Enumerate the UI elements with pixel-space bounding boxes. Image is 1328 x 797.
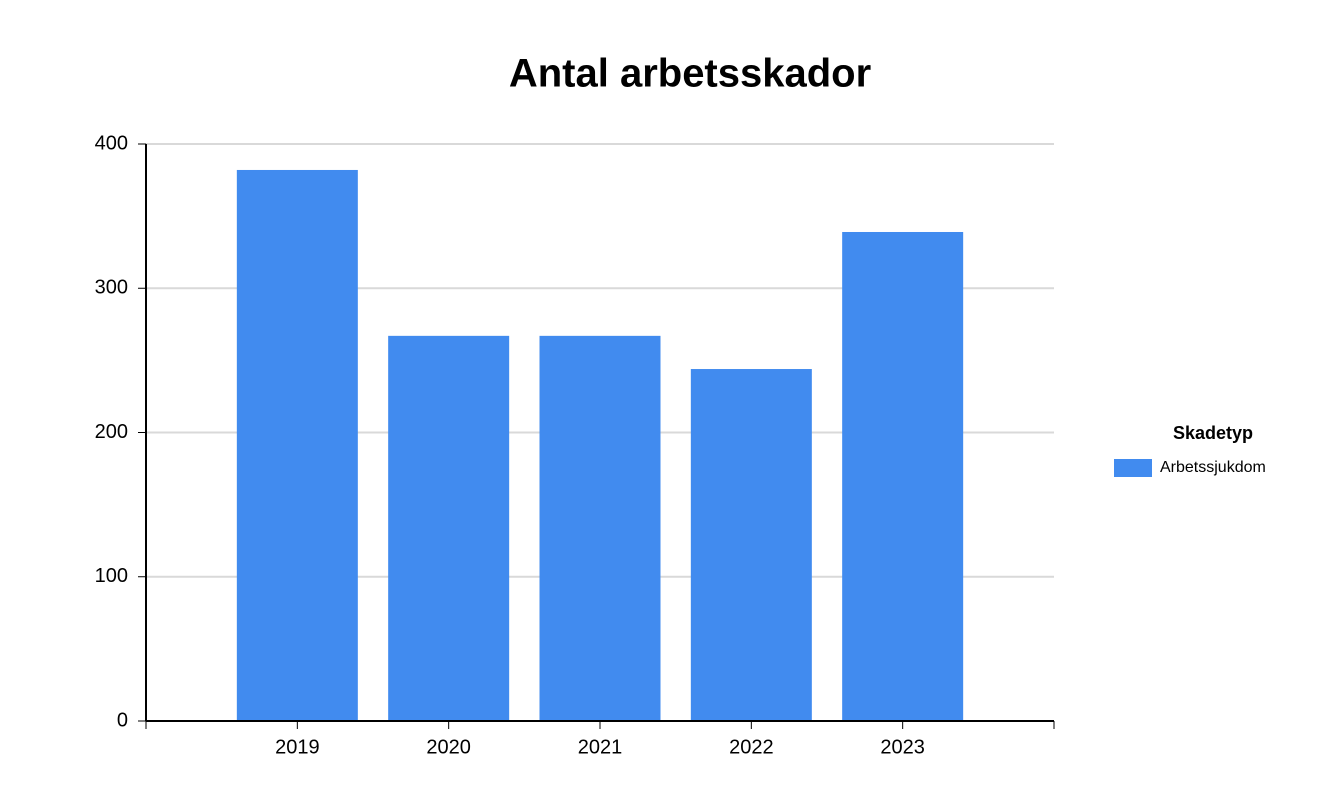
y-tick-label: 100 (95, 565, 128, 587)
y-tick-label: 0 (117, 709, 128, 731)
bar (842, 231, 964, 721)
x-tick-label: 2021 (578, 736, 623, 758)
x-tick-label: 2020 (426, 736, 471, 758)
bar (388, 335, 510, 721)
bar (690, 369, 812, 721)
x-tick-label: 2019 (275, 736, 320, 758)
y-tick-label: 400 (95, 132, 128, 154)
y-tick-label: 200 (95, 421, 128, 443)
legend-title: Skadetyp (1173, 423, 1253, 443)
bar (539, 335, 661, 721)
legend-label: Arbetssjukdom (1160, 459, 1266, 476)
bar (236, 169, 358, 722)
chart-title: Antal arbetsskador (509, 52, 871, 96)
x-tick-label: 2022 (729, 736, 774, 758)
legend-swatch (1114, 459, 1152, 477)
x-tick-label: 2023 (880, 736, 925, 758)
y-tick-label: 300 (95, 277, 128, 299)
